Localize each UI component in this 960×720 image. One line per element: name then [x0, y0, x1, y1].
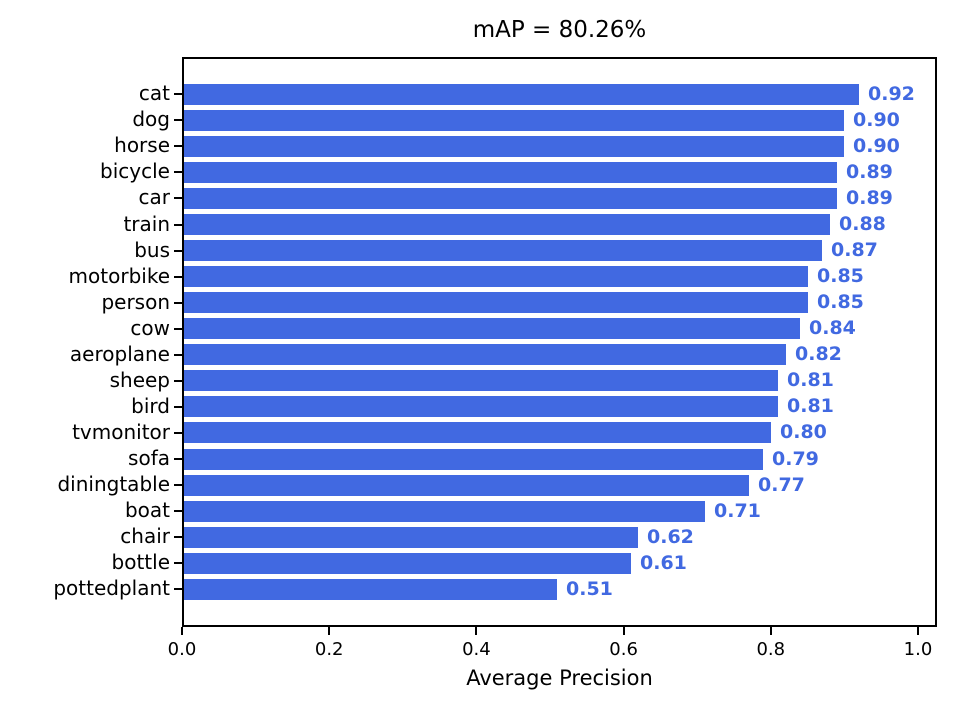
x-tick-label: 0.2: [314, 639, 344, 660]
y-tick-mark: [174, 458, 182, 461]
x-tick-mark: [181, 627, 183, 635]
category-label: pottedplant: [53, 576, 170, 601]
category-label: diningtable: [57, 472, 170, 497]
bar-value-label: 0.89: [846, 160, 893, 183]
bar: [184, 526, 638, 548]
x-tick-mark: [769, 627, 772, 635]
y-tick-mark: [174, 249, 182, 252]
x-tick-mark: [622, 627, 625, 635]
x-tick-label: 0.4: [462, 639, 491, 660]
x-tick-label: 0.0: [167, 639, 197, 660]
bar-value-label: 0.92: [868, 82, 915, 105]
bar: [184, 500, 705, 522]
y-tick-mark: [174, 301, 182, 304]
y-tick-mark: [174, 379, 182, 382]
y-tick-mark: [174, 93, 182, 96]
y-tick-mark: [174, 119, 182, 122]
category-label: horse: [114, 133, 170, 158]
category-label: sofa: [128, 446, 170, 471]
bar-value-label: 0.87: [831, 239, 878, 262]
category-label: bird: [131, 393, 170, 418]
bar-value-label: 0.61: [640, 551, 687, 574]
bar-value-label: 0.85: [817, 265, 864, 288]
y-tick-mark: [174, 275, 182, 278]
x-tick-mark: [475, 627, 478, 635]
category-label: sheep: [109, 367, 170, 392]
x-tick-label: 0.6: [609, 639, 638, 660]
category-label: cow: [130, 315, 170, 340]
x-tick-label: 1.0: [903, 639, 933, 660]
bar-value-label: 0.90: [853, 134, 900, 157]
y-tick-mark: [174, 145, 182, 148]
bar: [184, 109, 844, 131]
y-tick-mark: [174, 510, 182, 513]
y-tick-mark: [174, 171, 182, 174]
bar-value-label: 0.62: [647, 525, 694, 548]
y-tick-mark: [174, 223, 182, 226]
bar: [184, 240, 822, 262]
bar-value-label: 0.81: [787, 369, 834, 392]
category-label: person: [101, 289, 170, 314]
category-label: aeroplane: [69, 341, 170, 366]
bar: [184, 552, 631, 574]
bar: [184, 187, 837, 209]
x-axis-label: Average Precision: [466, 666, 653, 690]
bar: [184, 135, 844, 157]
y-tick-mark: [174, 431, 182, 434]
bar-value-label: 0.82: [795, 343, 842, 366]
chart-title: mAP = 80.26%: [472, 17, 647, 43]
y-tick-mark: [174, 562, 182, 565]
category-label: boat: [124, 498, 170, 523]
bar: [184, 578, 557, 600]
x-tick-mark: [328, 627, 331, 635]
bar: [184, 396, 778, 418]
y-tick-mark: [174, 405, 182, 408]
bar: [184, 161, 837, 183]
y-tick-mark: [174, 197, 182, 200]
bar: [184, 266, 808, 288]
y-tick-mark: [174, 536, 182, 539]
bar-value-label: 0.84: [809, 317, 856, 340]
bar: [184, 422, 771, 444]
y-tick-mark: [174, 484, 182, 487]
bar-value-label: 0.90: [853, 108, 900, 131]
bar: [184, 370, 778, 392]
y-tick-mark: [174, 327, 182, 330]
bar-value-label: 0.81: [787, 395, 834, 418]
bar-value-label: 0.79: [772, 447, 819, 470]
category-label: chair: [120, 524, 170, 549]
x-tick-mark: [917, 627, 919, 635]
y-tick-mark: [174, 588, 182, 591]
bar-value-label: 0.89: [846, 186, 893, 209]
plot-area: 0.92 0.90 0.90 0.89 0.89 0.88 0.87 0.85 0.85 0.84…: [182, 57, 937, 627]
bar-value-label: 0.77: [758, 473, 805, 496]
bar-value-label: 0.71: [714, 499, 761, 522]
category-label: bicycle: [100, 159, 170, 184]
bar-value-label: 0.80: [780, 421, 827, 444]
bar: [184, 344, 786, 366]
category-label: tvmonitor: [72, 419, 170, 444]
category-label: car: [138, 185, 170, 210]
bar-value-label: 0.51: [566, 577, 613, 600]
bar-value-label: 0.85: [817, 291, 864, 314]
category-label: motorbike: [68, 263, 170, 288]
bar: [184, 214, 830, 235]
category-label: cat: [138, 81, 170, 106]
bar: [184, 474, 749, 496]
x-tick-label: 0.8: [756, 639, 786, 660]
bar: [184, 83, 859, 105]
bar: [184, 318, 800, 340]
category-label: train: [123, 211, 170, 236]
category-label: dog: [132, 107, 170, 132]
category-label: bottle: [111, 550, 170, 575]
bar: [184, 448, 763, 470]
category-label: bus: [134, 237, 170, 262]
bar-value-label: 0.88: [839, 213, 886, 235]
y-tick-mark: [174, 353, 182, 356]
bar: [184, 292, 808, 314]
